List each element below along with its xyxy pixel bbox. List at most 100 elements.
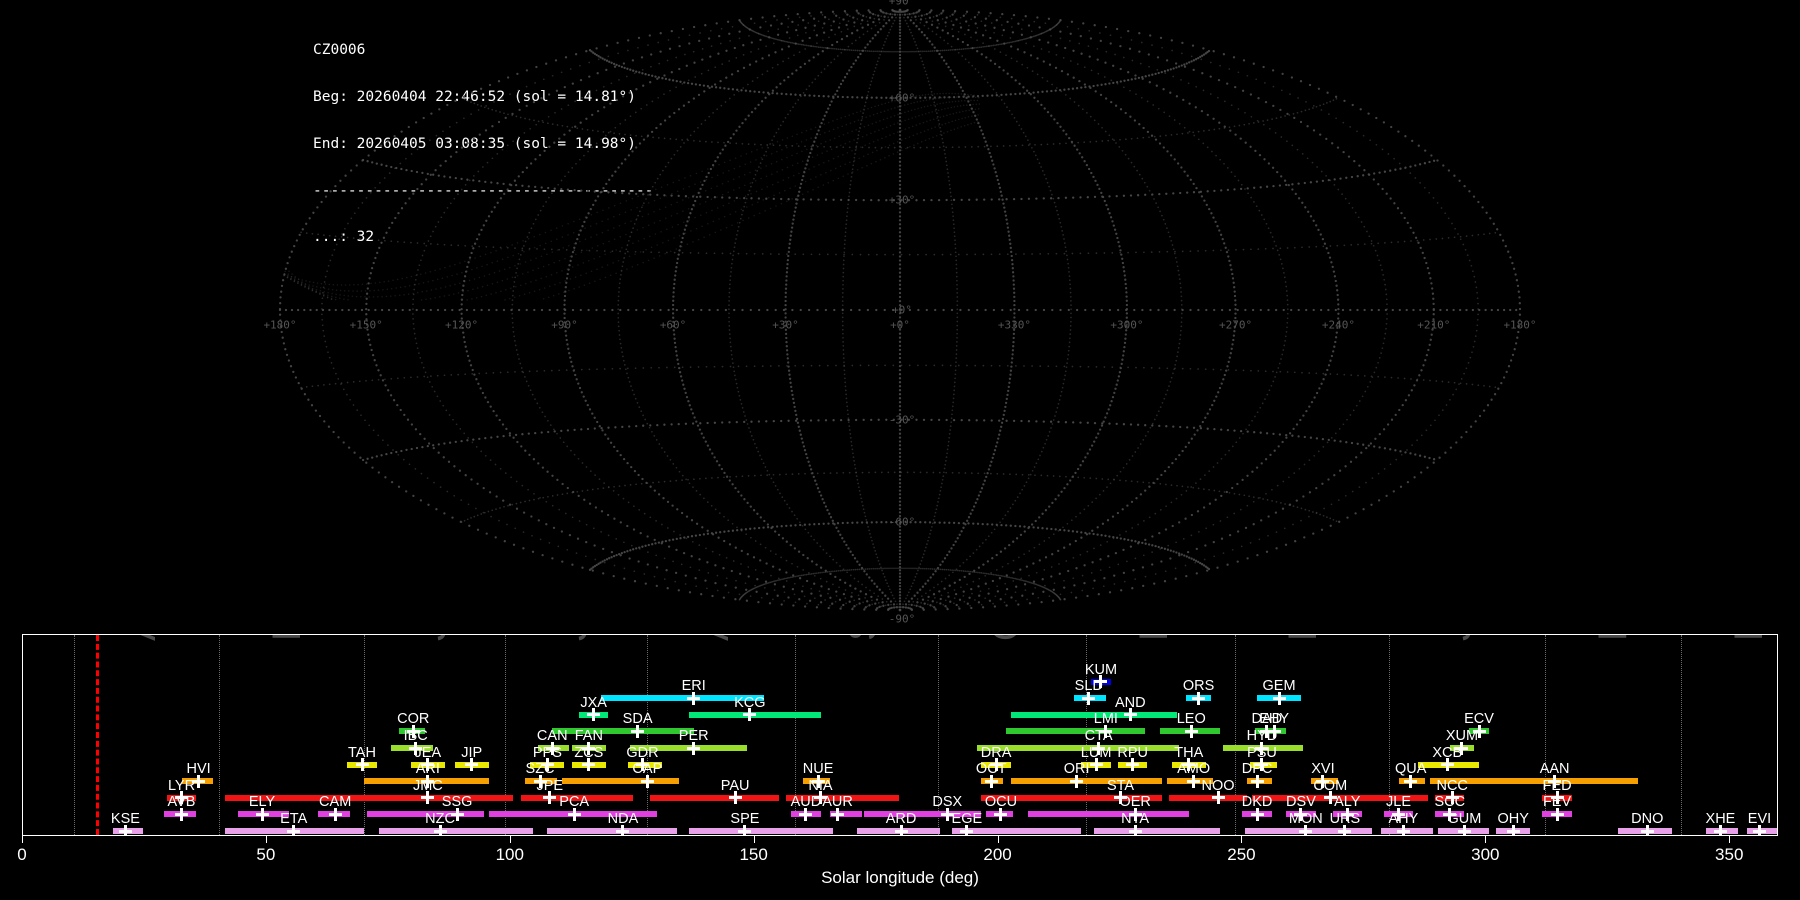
shower-code-label: JEA xyxy=(414,744,442,761)
shower-code-label: AND xyxy=(1114,694,1146,711)
shower-bar[interactable] xyxy=(649,794,780,801)
sky-ra-label: +30° xyxy=(772,318,799,332)
shower-bar[interactable] xyxy=(552,728,694,735)
shower-bar[interactable] xyxy=(1747,828,1777,834)
shower-bar[interactable] xyxy=(981,794,1162,801)
shower-bar[interactable] xyxy=(1118,761,1148,768)
header-info-block: CZ0006 Beg: 20260404 22:46:52 (sol = 14.… xyxy=(313,12,653,277)
shower-bar[interactable] xyxy=(1186,695,1211,702)
shower-bar[interactable] xyxy=(1542,811,1572,818)
shower-code-label: SSG xyxy=(441,794,473,811)
shower-bar[interactable] xyxy=(318,811,350,818)
sky-ra-label: +210° xyxy=(1417,318,1451,332)
shower-bar[interactable] xyxy=(952,828,1082,834)
shower-bar[interactable] xyxy=(986,811,1014,818)
x-tick-label: 0 xyxy=(17,845,27,864)
shower-bar[interactable] xyxy=(1496,828,1531,834)
month-label-jun: JUN xyxy=(410,635,455,641)
shower-code-label: NCC xyxy=(1436,777,1468,794)
x-tick xyxy=(265,836,267,843)
month-separator xyxy=(937,635,939,835)
sky-dec-label: -60° xyxy=(888,515,916,529)
shower-code-label: JIP xyxy=(461,744,483,761)
shower-bar[interactable] xyxy=(786,794,899,801)
sky-dec-label: +0° xyxy=(892,303,912,317)
shower-bar[interactable] xyxy=(454,761,489,768)
shower-bar[interactable] xyxy=(1074,695,1106,702)
shower-bar[interactable] xyxy=(1381,828,1433,834)
shower-bar[interactable] xyxy=(1286,828,1372,834)
shower-code-label: DNO xyxy=(1631,811,1664,827)
shower-bar[interactable] xyxy=(864,811,982,818)
shower-bar[interactable] xyxy=(1418,761,1479,768)
shower-bar[interactable] xyxy=(520,794,633,801)
shower-code-label: ALY xyxy=(1334,794,1361,811)
shower-bar[interactable] xyxy=(1618,828,1672,834)
shower-code-label: EHY xyxy=(1259,711,1290,728)
shower-code-label: DPC xyxy=(1241,761,1273,778)
shower-bar[interactable] xyxy=(113,828,143,834)
shower-code-label: OCT xyxy=(975,761,1007,778)
sky-ra-label: +180° xyxy=(1503,318,1537,332)
shower-code-label: KCG xyxy=(734,694,766,711)
shower-bar[interactable] xyxy=(981,778,1004,785)
shower-code-label: SPE xyxy=(730,811,760,827)
shower-bar[interactable] xyxy=(1093,828,1221,834)
shower-bar[interactable] xyxy=(579,711,609,718)
shower-bar[interactable] xyxy=(1010,711,1177,718)
shower-code-label: JLE xyxy=(1386,794,1412,811)
shower-bar[interactable] xyxy=(601,695,765,702)
sky-ra-label: +0° xyxy=(890,318,910,332)
month-label-mar: MAR xyxy=(1727,635,1772,641)
x-tick-label: 100 xyxy=(495,845,524,864)
shower-bar[interactable] xyxy=(379,828,533,834)
shower-bar[interactable] xyxy=(571,761,606,768)
shower-bar[interactable] xyxy=(1010,778,1162,785)
shower-code-label: AHY xyxy=(1388,811,1419,827)
shower-bar[interactable] xyxy=(976,745,1180,751)
shower-activity-timeline[interactable]: APR MAY JUN JUL AUG SEP OCT NOV DEC JAN FEB MAR KUM… xyxy=(22,634,1778,836)
shower-bar[interactable] xyxy=(225,794,514,801)
shower-bar[interactable] xyxy=(1252,794,1428,801)
shower-bar[interactable] xyxy=(1430,778,1638,785)
month-label-jul: JUL xyxy=(551,635,596,641)
shower-bar[interactable] xyxy=(857,828,941,834)
shower-bar[interactable] xyxy=(688,828,833,834)
shower-code-label: JPE xyxy=(536,777,564,794)
shower-bar[interactable] xyxy=(1159,728,1221,735)
sky-ra-label: +150° xyxy=(349,318,383,332)
shower-bar[interactable] xyxy=(561,778,680,785)
x-tick xyxy=(1729,836,1731,843)
sky-ra-label: +120° xyxy=(445,318,479,332)
shower-code-label: OHY xyxy=(1497,811,1529,827)
shower-bar[interactable] xyxy=(366,811,484,818)
shower-bar[interactable] xyxy=(1257,695,1301,702)
shower-code-label: EVI xyxy=(1747,811,1772,827)
month-label-aug: AUG xyxy=(693,635,738,641)
month-separator xyxy=(504,635,506,835)
shower-bar[interactable] xyxy=(1247,778,1272,785)
shower-code-label: CTA xyxy=(1084,728,1113,744)
month-label-dec: DEC xyxy=(1281,635,1326,641)
shower-bar[interactable] xyxy=(347,761,377,768)
shower-bar[interactable] xyxy=(830,811,862,818)
shower-code-label: ARD xyxy=(885,811,917,827)
shower-bar[interactable] xyxy=(1242,811,1272,818)
shower-bar[interactable] xyxy=(1005,728,1145,735)
shower-code-label: RPU xyxy=(1117,744,1148,761)
shower-bar[interactable] xyxy=(1027,811,1189,818)
header-separator: --------------------------------------- xyxy=(313,182,654,199)
shower-bar[interactable] xyxy=(225,828,365,834)
shower-bar[interactable] xyxy=(547,828,677,834)
shower-code-label: ETA xyxy=(280,811,308,827)
shower-bar[interactable] xyxy=(1437,828,1489,834)
shower-bar[interactable] xyxy=(1705,828,1738,834)
shower-code-label: CAP xyxy=(632,761,663,778)
shower-bar[interactable] xyxy=(1169,794,1248,801)
shower-bar[interactable] xyxy=(164,811,197,818)
shower-bar[interactable] xyxy=(1398,778,1426,785)
x-tick xyxy=(997,836,999,843)
shower-bar[interactable] xyxy=(791,811,821,818)
shower-bar[interactable] xyxy=(688,711,821,718)
shower-code-label: NIA xyxy=(808,777,833,794)
